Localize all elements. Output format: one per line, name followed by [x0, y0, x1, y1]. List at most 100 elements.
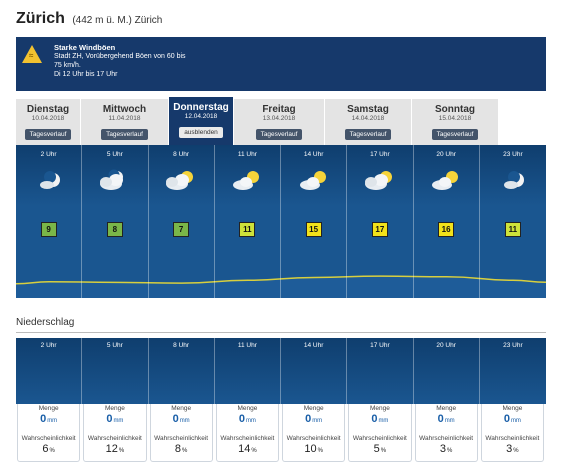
precip-stat-card: Menge 0mm Wahrscheinlichkeit 10%	[282, 404, 346, 462]
day-tab[interactable]: Samstag 14.04.2018 Tagesverlauf	[325, 99, 412, 145]
day-name: Sonntag	[435, 104, 475, 115]
hour-column: 14 Uhr 15	[281, 145, 348, 298]
amount-number: 0	[238, 413, 245, 425]
day-date: 12.04.2018	[184, 113, 218, 120]
hour-column: 5 Uhr 8	[82, 145, 149, 298]
day-tab[interactable]: Dienstag 10.04.2018 Tagesverlauf	[16, 99, 81, 145]
warning-title: Starke Windböen	[54, 43, 116, 52]
probability-unit: %	[317, 448, 323, 454]
temperature-badge: 7	[173, 222, 190, 237]
amount-unit: mm	[113, 418, 124, 424]
divider	[16, 332, 546, 333]
probability-label: Wahrscheinlichkeit	[87, 435, 142, 442]
probability-unit: %	[513, 448, 519, 454]
amount-unit: mm	[378, 418, 389, 424]
cloud-moon-icon	[97, 167, 133, 193]
precip-column: 17 Uhr	[347, 338, 414, 404]
probability-label: Wahrscheinlichkeit	[220, 435, 275, 442]
amount-value: 0mm	[482, 413, 543, 427]
probability-unit: %	[447, 448, 453, 454]
temperature-curve	[16, 275, 546, 298]
sun-cloud-icon	[296, 167, 332, 193]
amount-label: Menge	[369, 405, 390, 412]
day-profile-button[interactable]: Tagesverlauf	[431, 129, 479, 140]
probability-label: Wahrscheinlichkeit	[485, 435, 540, 442]
moon-cloud-icon	[495, 167, 531, 193]
page-title: Zürich (442 m ü. M.) Zürich	[16, 10, 162, 28]
day-date: 14.04.2018	[351, 115, 385, 122]
cloud-sun-icon	[163, 167, 199, 193]
hour-label: 23 Uhr	[503, 151, 523, 158]
temperature-badge: 11	[504, 222, 521, 237]
day-tab[interactable]: Freitag 13.04.2018 Tagesverlauf	[234, 99, 325, 145]
warning-line: Stadt ZH, Vorübergehend Böen von 60 bis	[54, 53, 186, 60]
wind-warning-icon: ≈	[22, 45, 42, 63]
amount-number: 0	[305, 413, 312, 425]
precipitation-heading: Niederschlag	[16, 317, 75, 328]
probability-number: 3	[439, 443, 447, 455]
precip-stat-card: Menge 0mm Wahrscheinlichkeit 12%	[83, 404, 147, 462]
temperature-badge: 11	[239, 222, 256, 237]
probability-unit: %	[182, 448, 188, 454]
hour-column: 23 Uhr 11	[480, 145, 546, 298]
amount-unit: mm	[312, 418, 323, 424]
day-profile-button[interactable]: Tagesverlauf	[344, 129, 392, 140]
amount-label: Menge	[303, 405, 324, 412]
hour-column: 8 Uhr 7	[149, 145, 215, 298]
temperature-badge: 17	[371, 222, 388, 237]
day-tab[interactable]: Sonntag 15.04.2018 Tagesverlauf	[412, 99, 499, 145]
hour-label: 17 Uhr	[370, 342, 390, 349]
hour-label: 14 Uhr	[303, 151, 324, 158]
probability-unit: %	[251, 448, 257, 454]
warning-line: 75 km/h.	[54, 62, 81, 69]
precip-stat-card: Menge 0mm Wahrscheinlichkeit 3%	[480, 404, 544, 462]
day-profile-button[interactable]: Tagesverlauf	[255, 129, 303, 140]
day-name: Mittwoch	[102, 104, 147, 115]
probability-unit: %	[49, 448, 55, 454]
day-tab[interactable]: Mittwoch 11.04.2018 Tagesverlauf	[81, 99, 169, 145]
amount-value: 0mm	[217, 413, 278, 427]
amount-label: Menge	[38, 405, 59, 412]
precip-column: 23 Uhr	[480, 338, 546, 404]
amount-unit: mm	[245, 418, 256, 424]
day-tab[interactable]: Donnerstag 12.04.2018 ausblenden	[169, 97, 234, 145]
hour-label: 14 Uhr	[303, 342, 324, 349]
amount-label: Menge	[502, 405, 523, 412]
temperature-badge: 8	[106, 222, 123, 237]
amount-unit: mm	[47, 418, 58, 424]
temperature-badge: 9	[40, 222, 57, 237]
hour-label: 23 Uhr	[503, 342, 523, 349]
precipitation-panel: 2 Uhr 5 Uhr 8 Uhr 11 Uhr 14 Uhr 17 Uhr 20 Uhr 2…	[16, 338, 546, 404]
probability-label: Wahrscheinlichkeit	[21, 435, 76, 442]
precip-column: 20 Uhr	[414, 338, 480, 404]
day-profile-button[interactable]: Tagesverlauf	[101, 129, 148, 140]
probability-value: 14%	[217, 443, 278, 457]
probability-number: 5	[373, 443, 380, 455]
probability-number: 12	[105, 443, 118, 455]
amount-value: 0mm	[151, 413, 212, 427]
precip-column: 8 Uhr	[149, 338, 215, 404]
hour-label: 2 Uhr	[40, 342, 57, 349]
hour-column: 11 Uhr 11	[215, 145, 281, 298]
day-date: 11.04.2018	[108, 115, 141, 122]
hide-button[interactable]: ausblenden	[179, 127, 223, 138]
day-name: Dienstag	[26, 104, 70, 115]
probability-value: 3%	[416, 443, 477, 457]
hour-label: 8 Uhr	[173, 342, 190, 349]
hourly-forecast-panel: 2 Uhr 9 5 Uhr 8 8 Uhr 7 11 Uhr 11 14 Uhr 15 17 Uhr…	[16, 145, 546, 298]
amount-number: 0	[503, 413, 510, 425]
hour-label: 2 Uhr	[40, 151, 57, 158]
precip-column: 14 Uhr	[281, 338, 348, 404]
amount-number: 0	[172, 413, 179, 425]
hour-column: 17 Uhr 17	[347, 145, 414, 298]
amount-unit: mm	[179, 418, 190, 424]
amount-label: Menge	[104, 405, 125, 412]
amount-number: 0	[371, 413, 378, 425]
probability-value: 3%	[482, 443, 543, 457]
probability-number: 8	[174, 443, 182, 455]
day-profile-button[interactable]: Tagesverlauf	[24, 129, 72, 140]
probability-value: 8%	[151, 443, 212, 457]
weather-warning[interactable]: ≈ Starke Windböen Stadt ZH, Vorübergehen…	[16, 37, 546, 91]
sun-cloud-icon	[428, 167, 464, 193]
